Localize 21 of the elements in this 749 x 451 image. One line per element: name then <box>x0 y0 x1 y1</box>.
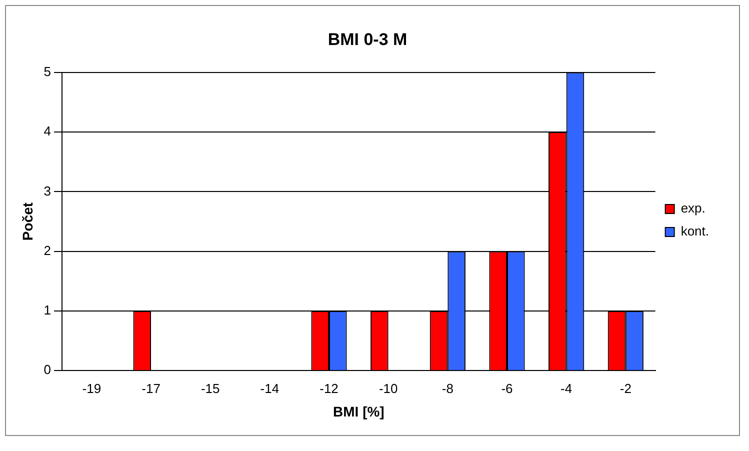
y-tick-label: 0 <box>44 362 52 378</box>
y-tick-label: 3 <box>44 183 52 198</box>
legend-label: exp. <box>680 200 706 216</box>
x-tick-label: -17 <box>142 380 160 396</box>
x-tick-label: -14 <box>260 380 280 396</box>
x-tick-label: -10 <box>378 380 398 396</box>
chart-title: BMI 0-3 M <box>328 30 408 49</box>
y-tick-label: 1 <box>44 302 52 318</box>
x-tick-label: -8 <box>442 380 454 396</box>
x-tick-label: -19 <box>82 380 102 396</box>
x-tick-label: -6 <box>501 380 513 396</box>
x-tick-label: -15 <box>200 380 220 396</box>
x-tick-label: -4 <box>560 380 572 396</box>
x-axis-title: BMI [%] <box>333 403 384 420</box>
y-tick-label: 2 <box>44 242 52 258</box>
y-axis-title: Počet <box>19 202 36 241</box>
y-tick-label: 4 <box>44 124 52 139</box>
y-tick-label: 5 <box>44 64 52 79</box>
x-tick-label: -12 <box>320 380 338 396</box>
x-tick-label: -2 <box>620 380 632 396</box>
legend-label: kont. <box>680 224 710 239</box>
